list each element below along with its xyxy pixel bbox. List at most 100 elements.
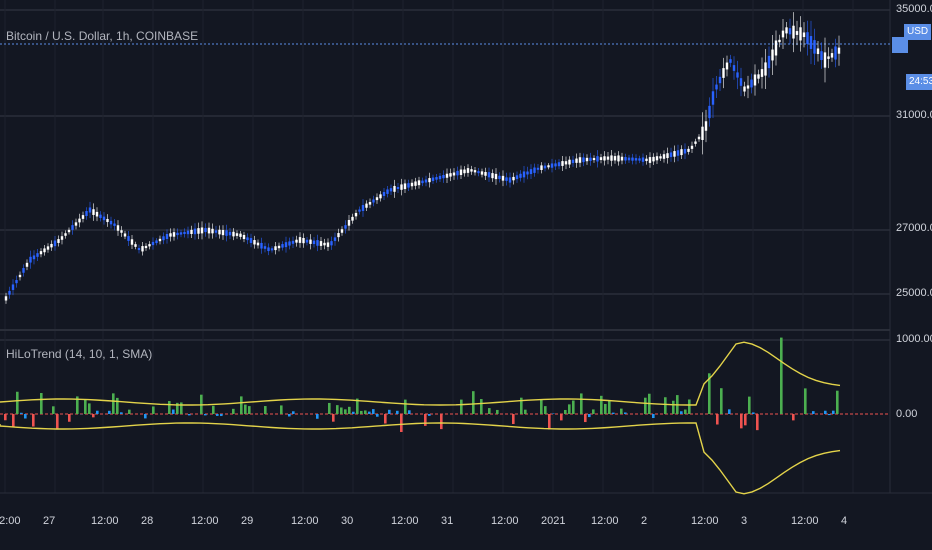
- indicator-title[interactable]: HiLoTrend (14, 10, 1, SMA): [6, 347, 153, 361]
- histogram-bar: [520, 397, 523, 414]
- candle-body: [473, 170, 477, 173]
- candle-body: [515, 175, 519, 180]
- candle-body: [480, 171, 484, 175]
- histogram-bar: [540, 399, 543, 414]
- candle-body: [715, 84, 718, 90]
- histogram-bar: [580, 393, 583, 414]
- candle-body: [382, 192, 386, 196]
- candle-body: [228, 231, 232, 236]
- candle-body: [193, 228, 197, 235]
- candle-body: [246, 237, 249, 241]
- candle-body: [88, 207, 92, 213]
- candle-body: [771, 49, 774, 61]
- histogram-bar: [472, 391, 475, 414]
- histogram-bar: [332, 414, 335, 422]
- candle-body: [526, 171, 529, 175]
- histogram-bar: [552, 413, 555, 414]
- candle-body: [687, 148, 690, 152]
- candle-body: [218, 229, 221, 235]
- histogram-bar: [280, 405, 283, 414]
- time-label: 12:00: [591, 515, 619, 527]
- candle-body: [487, 172, 491, 178]
- candle-body: [417, 180, 421, 186]
- histogram-bar: [16, 391, 19, 414]
- candle-body: [767, 55, 771, 69]
- histogram-bar: [108, 410, 111, 414]
- candle-body: [368, 202, 372, 205]
- candle-body: [456, 170, 459, 176]
- histogram-bar: [780, 337, 783, 414]
- candle-body: [659, 156, 662, 159]
- candle-body: [669, 152, 673, 158]
- candle-body: [207, 227, 211, 234]
- upper-band-line: [0, 341, 841, 406]
- candle-body: [809, 36, 813, 49]
- candle-body: [781, 30, 785, 38]
- candle-body: [155, 240, 158, 244]
- histogram-bar: [440, 414, 443, 430]
- candle-body: [760, 69, 764, 77]
- time-label: 30: [341, 515, 354, 527]
- candle-body: [39, 251, 43, 255]
- histogram-bar: [144, 414, 147, 419]
- candle-body: [547, 165, 550, 168]
- candle-body: [466, 168, 470, 173]
- candle-body: [148, 244, 151, 247]
- candle-body: [344, 225, 347, 229]
- candle-body: [74, 222, 78, 226]
- candle-body: [102, 216, 106, 221]
- histogram-bar: [84, 399, 87, 414]
- candle-body: [757, 74, 760, 79]
- symbol-title[interactable]: Bitcoin / U.S. Dollar, 1h, COINBASE: [6, 29, 199, 43]
- candle-body: [792, 25, 795, 39]
- candle-body: [372, 199, 375, 203]
- histogram-bar: [352, 411, 355, 414]
- time-label: 2: [641, 515, 648, 527]
- histogram-bar: [364, 410, 367, 414]
- candle-body: [137, 247, 141, 251]
- candle-body: [603, 156, 606, 161]
- histogram-bar: [336, 405, 339, 414]
- candle-body: [617, 155, 620, 162]
- candle-body: [134, 244, 137, 247]
- candle-body: [144, 245, 148, 249]
- candle-body: [743, 86, 746, 92]
- histogram-bar: [720, 388, 723, 414]
- histogram-bar: [828, 414, 831, 416]
- candle-body: [697, 136, 701, 140]
- histogram-bar: [220, 414, 223, 417]
- candle-body: [57, 239, 60, 243]
- lower-band-line: [0, 422, 841, 495]
- candle-body: [106, 218, 109, 223]
- histogram-bar: [232, 408, 235, 414]
- candle-body: [113, 223, 116, 226]
- currency-tag[interactable]: USD: [904, 24, 932, 40]
- candle-body: [477, 171, 480, 174]
- candle-body: [543, 165, 547, 169]
- time-label: 28: [141, 515, 154, 527]
- candle-body: [501, 175, 505, 181]
- candle-body: [214, 230, 218, 233]
- candle-body: [638, 158, 641, 161]
- candle-body: [508, 177, 512, 183]
- histogram-bar: [716, 414, 719, 425]
- candle-body: [221, 230, 225, 236]
- candle-body: [389, 188, 393, 192]
- candle-body: [169, 233, 172, 237]
- histogram-bar: [360, 410, 363, 414]
- histogram-bar: [384, 414, 387, 424]
- histogram-bar: [804, 388, 807, 414]
- candle-body: [820, 51, 823, 61]
- candle-body: [582, 157, 585, 163]
- candle-body: [536, 167, 540, 170]
- candle-body: [64, 233, 67, 236]
- time-label: 12:00: [691, 515, 719, 527]
- price-label-35000: 35000.00: [896, 3, 932, 15]
- candle-body: [270, 248, 274, 251]
- candle-body: [407, 183, 410, 188]
- histogram-bar: [568, 404, 571, 414]
- histogram-bar: [832, 410, 835, 414]
- candle-body: [596, 156, 599, 162]
- histogram-bar: [488, 408, 491, 414]
